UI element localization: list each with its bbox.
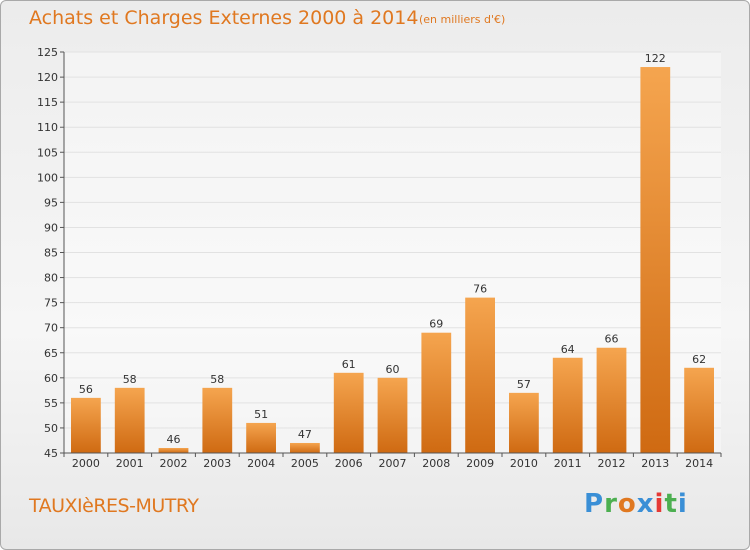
y-tick-label: 65: [44, 347, 58, 360]
x-tick-label: 2006: [335, 457, 363, 470]
data-label-2006: 61: [342, 358, 356, 371]
y-tick-label: 90: [44, 221, 58, 234]
x-tick-label: 2010: [510, 457, 538, 470]
y-tick-label: 110: [37, 121, 58, 134]
bars: [71, 67, 714, 453]
y-tick-label: 70: [44, 322, 58, 335]
bar-2011: [552, 357, 583, 453]
bar-2007: [377, 377, 408, 453]
y-tick-label: 105: [37, 146, 58, 159]
data-label-2007: 60: [386, 363, 400, 376]
x-tick-label: 2012: [598, 457, 626, 470]
data-label-2008: 69: [429, 318, 443, 331]
x-tick-label: 2009: [466, 457, 494, 470]
bar-2002: [158, 447, 189, 453]
data-label-2004: 51: [254, 408, 268, 421]
bar-2006: [333, 372, 364, 453]
x-tick-label: 2008: [422, 457, 450, 470]
data-label-2014: 62: [692, 353, 706, 366]
x-tick-label: 2005: [291, 457, 319, 470]
y-tick-label: 120: [37, 71, 58, 84]
logo-letter: i: [654, 489, 665, 519]
logo-letter: t: [664, 489, 678, 519]
y-tick-label: 115: [37, 96, 58, 109]
y-tick-label: 80: [44, 272, 58, 285]
data-label-2000: 56: [79, 383, 93, 396]
bar-2000: [71, 397, 101, 453]
bar-2014: [684, 367, 714, 453]
y-tick-label: 60: [44, 372, 58, 385]
x-tick-label: 2003: [203, 457, 231, 470]
data-label-2003: 58: [210, 373, 224, 386]
y-tick-label: 100: [37, 171, 58, 184]
y-tick-label: 85: [44, 247, 58, 260]
x-tick-label: 2007: [379, 457, 407, 470]
logo-letter: o: [617, 489, 637, 519]
x-tick-label: 2001: [116, 457, 144, 470]
logo-letter: x: [636, 489, 655, 519]
data-label-2005: 47: [298, 428, 312, 441]
x-tick-label: 2002: [160, 457, 188, 470]
data-label-2002: 46: [167, 433, 181, 446]
chart-subtitle: (en milliers d'€): [419, 13, 506, 26]
y-tick-label: 125: [37, 46, 58, 59]
bar-2013: [640, 67, 671, 453]
bar-2012: [596, 347, 627, 453]
y-tick-label: 50: [44, 422, 58, 435]
x-tick-label: 2014: [685, 457, 713, 470]
y-tick-label: 75: [44, 297, 58, 310]
logo-letter: r: [604, 489, 618, 519]
data-labels: 56 58 46 58 51 47 61 60 69 76 57 64 66 122 62: [79, 52, 706, 446]
y-tick-label: 95: [44, 196, 58, 209]
bar-2008: [421, 332, 452, 453]
bar-2010: [509, 392, 539, 453]
x-axis: 2000 2001 2002 2003 2004 2005 2006 2007 2008 2009…: [63, 452, 722, 470]
data-label-2009: 76: [473, 283, 487, 296]
bar-2001: [114, 387, 145, 453]
bar-2003: [202, 387, 233, 453]
data-label-2010: 57: [517, 378, 531, 391]
y-tick-label: 45: [44, 447, 58, 460]
data-label-2012: 66: [605, 333, 619, 346]
bar-2009: [465, 297, 495, 453]
bar-2005: [290, 442, 320, 453]
proxiti-logo: Proxiti: [584, 489, 688, 519]
y-axis: 45 50 55 60 65 70 75 80 85 90 95 100 105 110 115 120 125: [37, 46, 65, 460]
place-name: TAUXIèRES-MUTRY: [29, 495, 199, 517]
chart-title: Achats et Charges Externes 2000 à 2014: [29, 7, 419, 29]
logo-letter: i: [677, 489, 688, 519]
x-tick-label: 2000: [72, 457, 100, 470]
x-tick-label: 2011: [554, 457, 582, 470]
x-tick-label: 2013: [641, 457, 669, 470]
data-label-2011: 64: [561, 343, 575, 356]
logo-letter: P: [584, 489, 605, 519]
data-label-2013: 122: [645, 52, 666, 65]
x-tick-label: 2004: [247, 457, 275, 470]
y-tick-label: 55: [44, 397, 58, 410]
data-label-2001: 58: [123, 373, 137, 386]
bar-2004: [246, 422, 276, 453]
